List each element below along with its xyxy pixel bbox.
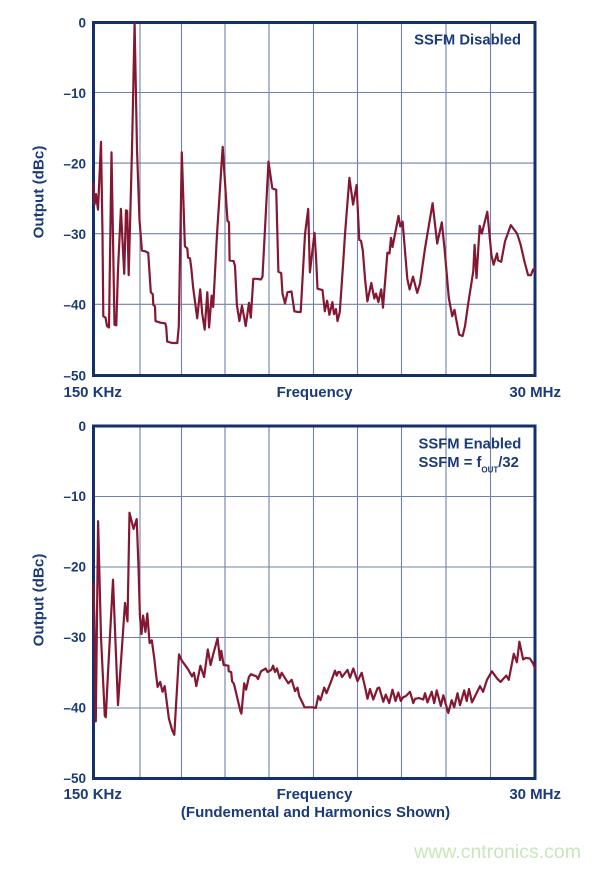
svg-text:Frequency: Frequency <box>277 384 354 401</box>
svg-text:0: 0 <box>78 15 86 30</box>
svg-text:Frequency: Frequency <box>277 786 354 803</box>
svg-text:–40: –40 <box>63 298 86 313</box>
svg-text:–40: –40 <box>63 700 86 715</box>
svg-text:30 MHz: 30 MHz <box>509 786 561 803</box>
svg-text:150 KHz: 150 KHz <box>64 786 122 803</box>
svg-text:0: 0 <box>78 419 86 434</box>
svg-text:–50: –50 <box>63 368 86 383</box>
svg-text:(Fundemental and Harmonics Sho: (Fundemental and Harmonics Shown) <box>181 804 450 821</box>
svg-text:–30: –30 <box>63 630 86 645</box>
svg-text:150 KHz: 150 KHz <box>64 384 122 401</box>
svg-text:–10: –10 <box>63 86 86 101</box>
svg-text:–10: –10 <box>63 489 86 504</box>
svg-text:SSFM Disabled: SSFM Disabled <box>414 33 521 49</box>
svg-text:SSFM = fOUT/32: SSFM = fOUT/32 <box>419 455 519 475</box>
svg-text:Output (dBc): Output (dBc) <box>31 554 48 647</box>
svg-text:–20: –20 <box>63 560 86 575</box>
svg-text:www.cntronics.com: www.cntronics.com <box>413 841 581 863</box>
svg-text:–20: –20 <box>63 157 86 172</box>
svg-text:Output (dBc): Output (dBc) <box>31 146 48 239</box>
svg-text:30 MHz: 30 MHz <box>509 384 561 401</box>
svg-text:–50: –50 <box>63 771 86 786</box>
svg-text:–30: –30 <box>63 227 86 242</box>
svg-text:SSFM Enabled: SSFM Enabled <box>419 437 522 453</box>
